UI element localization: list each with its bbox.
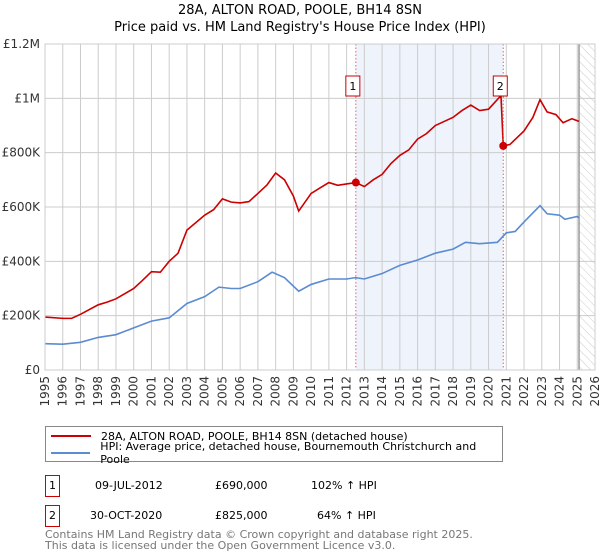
y-tick-label: £800K <box>2 146 42 160</box>
sale-price: £690,000 <box>215 479 268 492</box>
sale-label-box <box>492 75 508 97</box>
legend-label-hpi: HPI: Average price, detached house, Bour… <box>100 440 477 466</box>
chart-title: 28A, ALTON ROAD, POOLE, BH14 8SN <box>178 3 422 18</box>
y-tick-label: £200K <box>2 309 42 323</box>
legend-line-red <box>51 435 91 437</box>
x-tick-label: 2017 <box>428 376 442 407</box>
legend-label-property: 28A, ALTON ROAD, POOLE, BH14 8SN (detach… <box>101 429 408 443</box>
x-tick-label: 2000 <box>127 376 141 407</box>
sale-hpi: 64% ↑ HPI <box>317 509 376 522</box>
x-tick-label: 2024 <box>553 376 567 407</box>
sale-price: £825,000 <box>215 509 268 522</box>
sale-date: 09-JUL-2012 <box>95 479 163 492</box>
sale-row-2: 2 30-OCT-2020 £825,000 64% ↑ HPI <box>45 505 545 527</box>
sale-hpi: 102% ↑ HPI <box>311 479 377 492</box>
x-tick-label: 2023 <box>535 376 549 407</box>
x-tick-label: 2014 <box>375 376 389 407</box>
series-line <box>44 93 580 320</box>
chart-subtitle: Price paid vs. HM Land Registry's House … <box>114 20 486 35</box>
x-tick-label: 2026 <box>588 376 600 407</box>
x-tick-label: 1999 <box>109 376 123 407</box>
x-tick-label: 2022 <box>517 376 531 407</box>
x-tick-label: 1998 <box>91 376 105 407</box>
x-tick-label: 2012 <box>340 376 354 407</box>
x-tick-label: 2005 <box>215 376 229 407</box>
x-tick-label: 2019 <box>464 376 478 407</box>
sale-label: 1 <box>349 80 356 93</box>
footer: Contains HM Land Registry data © Crown c… <box>45 529 473 551</box>
x-tick-label: 1997 <box>73 376 87 407</box>
x-tick-label: 1995 <box>38 376 52 407</box>
legend: 28A, ALTON ROAD, POOLE, BH14 8SN (detach… <box>45 426 503 466</box>
plot-border <box>44 43 596 371</box>
x-tick-label: 2007 <box>251 376 265 407</box>
sale-row-1: 1 09-JUL-2012 £690,000 102% ↑ HPI <box>45 475 545 497</box>
sale-date: 30-OCT-2020 <box>90 509 163 522</box>
y-tick-label: £1.2M <box>3 37 40 51</box>
x-tick-label: 2002 <box>162 376 176 407</box>
x-tick-label: 2015 <box>393 376 407 407</box>
y-tick-label: £600K <box>2 200 42 214</box>
x-tick-label: 2003 <box>180 376 194 407</box>
sale-label-box <box>345 75 361 97</box>
footer-line-2: This data is licensed under the Open Gov… <box>45 539 396 552</box>
x-tick-label: 2011 <box>322 376 336 407</box>
x-tick-label: 2006 <box>233 376 247 407</box>
sale-point <box>351 178 360 187</box>
x-tick-label: 2025 <box>570 376 584 407</box>
sale-point <box>499 141 508 150</box>
legend-line-blue <box>51 452 91 454</box>
y-tick-label: £400K <box>2 254 42 268</box>
x-tick-label: 2020 <box>482 376 496 407</box>
x-tick-label: 2009 <box>286 376 300 407</box>
x-tick-label: 2004 <box>198 376 212 407</box>
y-tick-label: £1M <box>14 91 40 105</box>
x-tick-label: 2001 <box>144 376 158 407</box>
x-tick-label: 1996 <box>56 376 70 407</box>
series-line <box>44 204 580 345</box>
sale-label: 2 <box>497 80 504 93</box>
x-tick-label: 2018 <box>446 376 460 407</box>
sale-badge: 2 <box>45 505 60 527</box>
x-tick-label: 2021 <box>499 376 513 407</box>
sale-badge: 1 <box>45 475 60 497</box>
x-tick-label: 2016 <box>411 376 425 407</box>
x-tick-label: 2010 <box>304 376 318 407</box>
x-tick-label: 2013 <box>357 376 371 407</box>
y-tick-label: £0 <box>25 363 40 377</box>
price-chart: 1995 1996 1997 1998 1999 2000 2001 2002 2003 2004… <box>2 37 600 407</box>
x-tick-label: 2008 <box>269 376 283 407</box>
footer-line-1: Contains HM Land Registry data © Crown c… <box>45 528 473 541</box>
